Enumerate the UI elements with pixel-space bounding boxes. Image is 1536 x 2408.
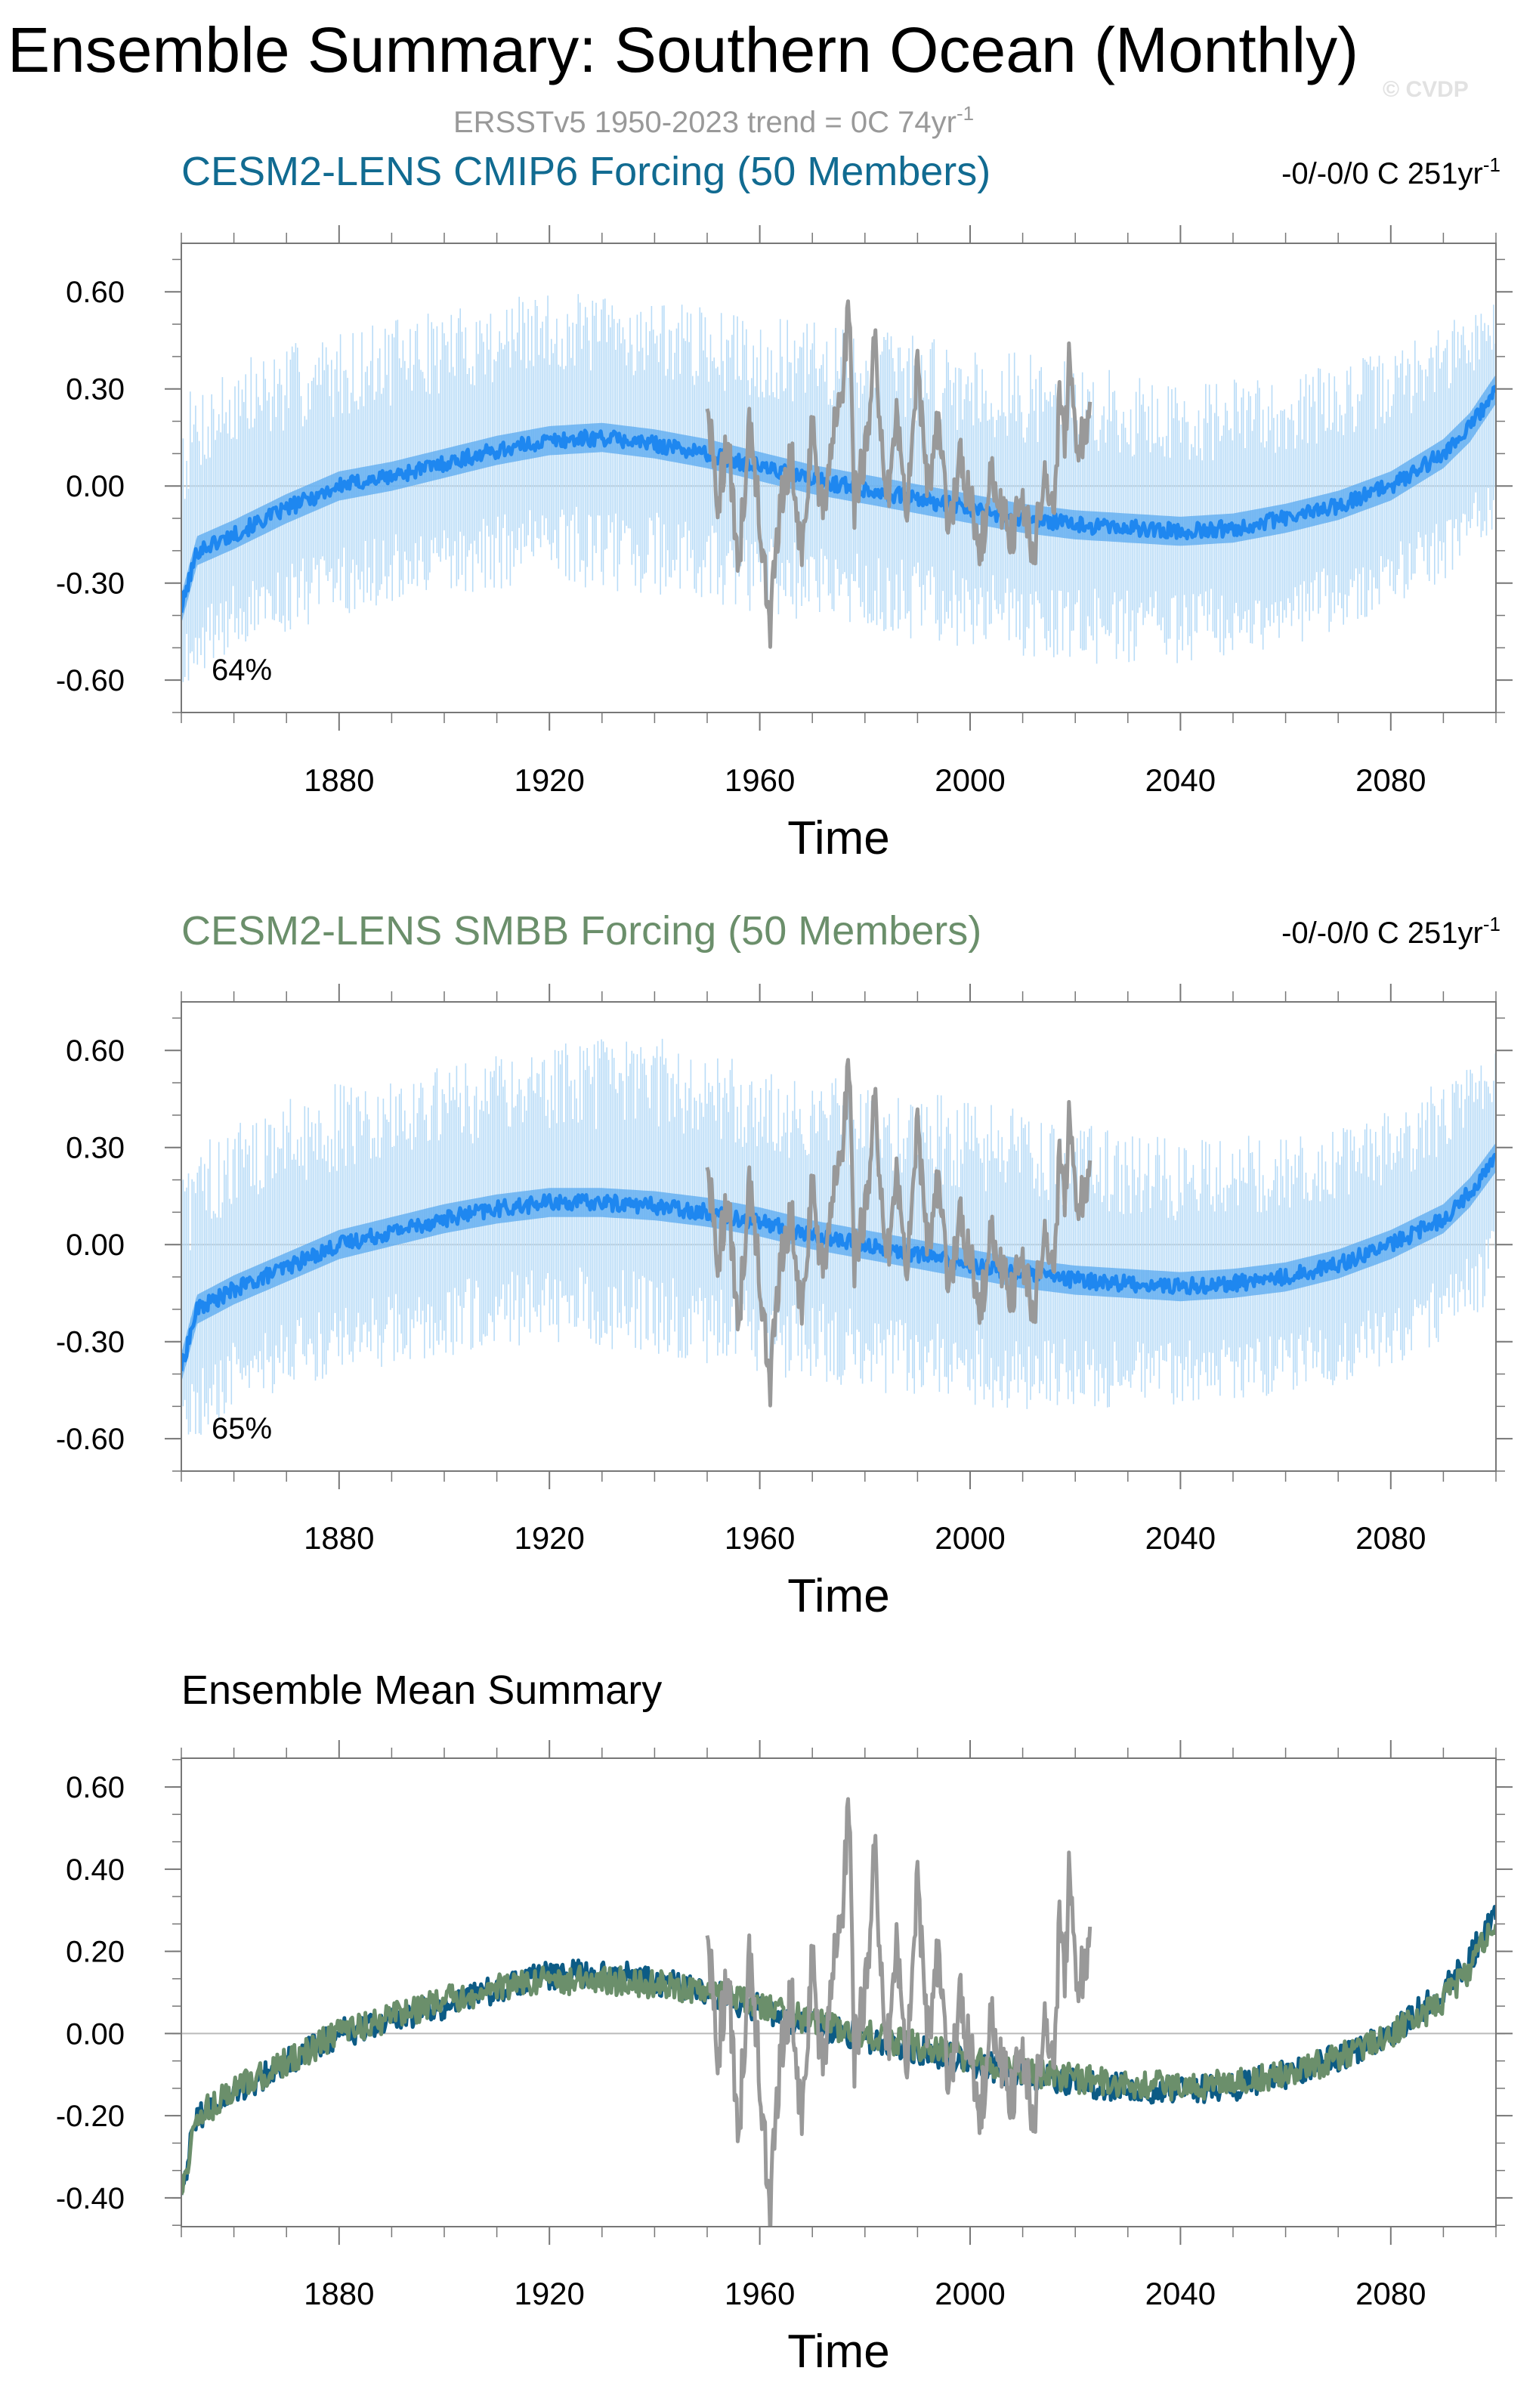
x-tick-label: 1880 (304, 1520, 374, 1556)
panel-title: CESM2-LENS SMBB Forcing (50 Members) (181, 908, 981, 954)
x-tick-label: 2000 (935, 762, 1005, 798)
ensemble-mean-line (181, 385, 1496, 614)
y-tick-label: -0.60 (56, 1423, 125, 1456)
panel-cmip6: CESM2-LENS CMIP6 Forcing (50 Members) -0/… (56, 149, 1513, 864)
panel-ensemble-mean-summary: Ensemble Mean Summary 0.60 0.40 0.20 0.00 -0.… (56, 1668, 1513, 2378)
x-tick-label: 1920 (514, 1520, 584, 1556)
y-tick-label: 0.60 (66, 276, 125, 309)
percent-label: 64% (212, 654, 272, 687)
x-tick-label: 2040 (1145, 762, 1216, 798)
panel-trend-label-superscript: -1 (1483, 153, 1500, 176)
y-tick-label: -0.30 (56, 1326, 125, 1359)
x-tick-label: 2080 (1355, 2276, 1426, 2311)
x-axis-label: Time (787, 1570, 889, 1622)
x-axis-label: Time (787, 812, 889, 864)
y-tick-label: 0.60 (66, 1034, 125, 1068)
x-tick-label: 2080 (1355, 1520, 1426, 1556)
figure-subtitle-text: ERSSTv5 1950-2023 trend = 0C 74yr (453, 106, 957, 139)
panel-trend-label-text: -0/-0/0 C 251yr (1281, 917, 1483, 950)
x-tick-label: 1880 (304, 2276, 374, 2311)
plot-frame (181, 243, 1497, 713)
panel-trend-label: -0/-0/0 C 251yr-1 (1281, 913, 1500, 950)
x-tick-label: 1920 (514, 762, 584, 798)
x-tick-label: 1880 (304, 762, 374, 798)
panel-title: CESM2-LENS CMIP6 Forcing (50 Members) (181, 149, 991, 194)
y-tick-label: 0.00 (66, 470, 125, 503)
x-tick-label: 1960 (725, 762, 795, 798)
ensemble-mean-line (181, 1152, 1496, 1371)
panel-smbb: CESM2-LENS SMBB Forcing (50 Members) -0/-… (56, 908, 1513, 1622)
ensemble-percentile-band (181, 1142, 1496, 1383)
x-tick-label: 2080 (1355, 762, 1426, 798)
panel-trend-label-text: -0/-0/0 C 251yr (1281, 157, 1483, 190)
y-tick-label: -0.20 (56, 2100, 125, 2133)
x-tick-label: 2040 (1145, 1520, 1216, 1556)
observations-line (705, 1797, 1093, 2227)
x-tick-label: 2000 (935, 2276, 1005, 2311)
ensemble-percentile-band (181, 374, 1496, 624)
y-tick-label: 0.60 (66, 1771, 125, 1804)
y-tick-label: 0.30 (66, 1132, 125, 1165)
y-tick-label: 0.40 (66, 1853, 125, 1887)
figure-title: Ensemble Summary: Southern Ocean (Monthl… (8, 14, 1358, 85)
figure-subtitle: ERSSTv5 1950-2023 trend = 0C 74yr-1 (453, 102, 974, 139)
smbb-ensemble-mean-line (181, 1922, 1496, 2196)
plot-frame (181, 1001, 1497, 1472)
x-tick-label: 2000 (935, 1520, 1005, 1556)
y-tick-label: -0.60 (56, 664, 125, 697)
x-tick-label: 1960 (725, 2276, 795, 2311)
panel-trend-label-superscript: -1 (1483, 913, 1500, 935)
percent-label: 65% (212, 1412, 272, 1445)
y-tick-label: 0.00 (66, 2017, 125, 2051)
panel-trend-label: -0/-0/0 C 251yr-1 (1281, 153, 1500, 190)
plot-area (181, 1038, 1496, 1442)
observations-line (705, 1058, 1093, 1408)
plot-area (181, 294, 1496, 683)
plot-frame (181, 1757, 1497, 2227)
y-tick-label: -0.30 (56, 567, 125, 601)
observations-line (705, 299, 1093, 649)
x-tick-label: 1920 (514, 2276, 584, 2311)
watermark-text: © CVDP (1383, 77, 1469, 102)
figure-subtitle-superscript: -1 (957, 102, 974, 125)
y-tick-label: -0.40 (56, 2182, 125, 2215)
x-tick-label: 2040 (1145, 2276, 1216, 2311)
y-tick-label: 0.00 (66, 1229, 125, 1262)
x-tick-label: 1960 (725, 1520, 795, 1556)
panel-title: Ensemble Mean Summary (181, 1668, 662, 1713)
y-tick-label: 0.30 (66, 373, 125, 406)
plot-area (181, 1797, 1496, 2227)
y-tick-label: 0.20 (66, 1936, 125, 1969)
x-axis-label: Time (787, 2326, 889, 2378)
